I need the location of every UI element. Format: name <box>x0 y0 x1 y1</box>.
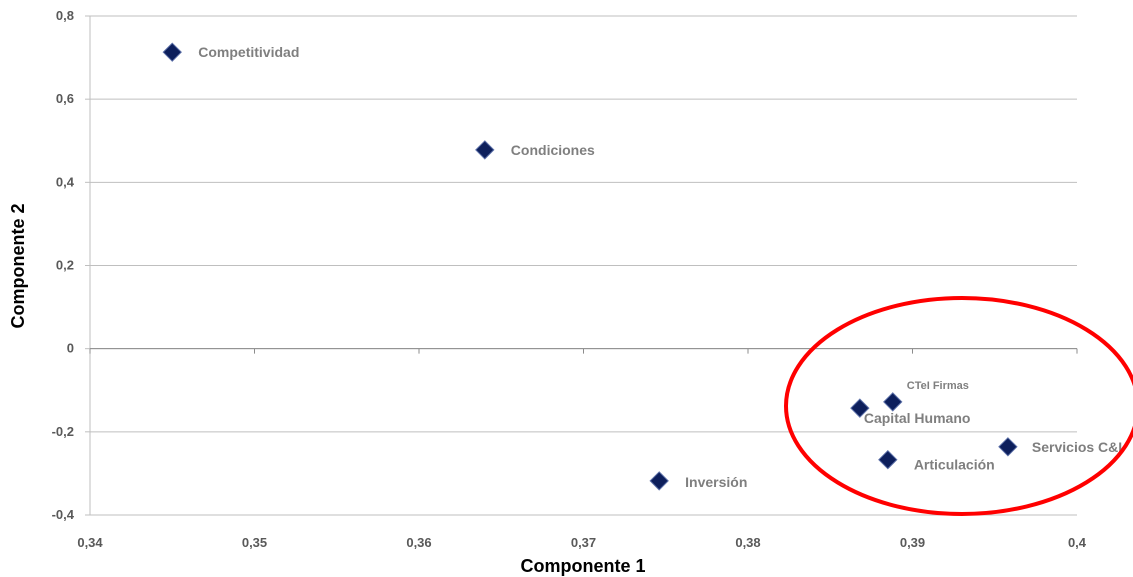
x-tick-label: 0,36 <box>406 535 431 550</box>
data-label: CTeI Firmas <box>907 380 969 392</box>
data-label: Servicios C&I <box>1032 439 1122 455</box>
data-point <box>883 392 903 412</box>
data-point <box>475 140 495 160</box>
data-point <box>850 398 870 418</box>
y-tick-label: 0 <box>67 341 74 356</box>
y-tick-label: 0,8 <box>56 8 74 23</box>
data-label: Capital Humano <box>864 410 971 426</box>
x-tick-label: 0,39 <box>900 535 925 550</box>
data-points <box>162 42 1018 491</box>
data-point <box>649 471 669 491</box>
y-tick-label: 0,6 <box>56 91 74 106</box>
data-point <box>998 437 1018 457</box>
data-point <box>162 42 182 62</box>
x-axis-title: Componente 1 <box>520 556 645 576</box>
gridlines <box>90 15 1077 516</box>
y-axis-ticks: -0,4 -0,2 0 0,2 0,4 0,6 0,8 <box>52 8 75 522</box>
highlight-ellipse <box>784 296 1133 516</box>
x-tick-label: 0,4 <box>1068 535 1087 550</box>
data-label: Competitividad <box>198 44 299 60</box>
x-axis-ticks: 0,34 0,35 0,36 0,37 0,38 0,39 0,4 <box>77 535 1086 550</box>
data-labels: Competitividad Condiciones CTeI Firmas Capi… <box>198 44 1122 490</box>
x-tick-label: 0,34 <box>77 535 103 550</box>
data-label: Condiciones <box>511 142 595 158</box>
y-tick-label: 0,2 <box>56 258 74 273</box>
x-tick-label: 0,38 <box>735 535 760 550</box>
data-point <box>878 449 898 470</box>
y-tick-label: -0,2 <box>52 424 74 439</box>
axes <box>85 15 1078 516</box>
data-label: Inversión <box>685 474 747 490</box>
x-tick-label: 0,37 <box>571 535 596 550</box>
y-axis-title: Componente 2 <box>8 203 28 328</box>
x-tick-label: 0,35 <box>242 535 267 550</box>
data-label: Articulación <box>914 457 995 473</box>
y-tick-label: -0,4 <box>52 507 75 522</box>
y-tick-label: 0,4 <box>56 174 75 189</box>
